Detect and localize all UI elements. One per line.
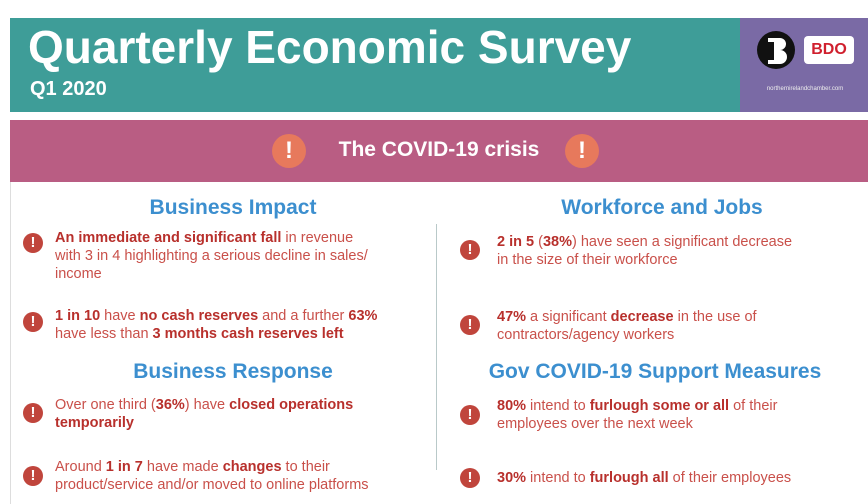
- bold-text: no cash reserves: [139, 308, 259, 324]
- chamber-logo: [757, 31, 795, 69]
- text-line: 30% intend to furlough all of their empl…: [497, 469, 791, 487]
- text: and a further: [258, 308, 349, 324]
- alert-icon: !: [460, 240, 480, 260]
- text: have: [100, 308, 140, 324]
- text: intend to: [526, 398, 590, 414]
- text-line: employees over the next week: [497, 415, 693, 433]
- text-line: product/service and/or moved to online p…: [55, 476, 369, 494]
- alert-icon: !: [23, 466, 43, 486]
- subtitle: Q1 2020: [30, 78, 107, 100]
- bold-text: furlough some or all: [589, 398, 730, 414]
- text: of their employees: [668, 470, 792, 486]
- text: have made: [142, 459, 223, 475]
- alert-icon: !: [460, 468, 480, 488]
- bold-text: 38%: [542, 234, 572, 250]
- section-title: Business Impact: [149, 196, 317, 219]
- bold-text: changes: [222, 459, 282, 475]
- bold-text: temporarily: [55, 415, 134, 431]
- text-line: 80% intend to furlough some or all of th…: [497, 397, 777, 415]
- bdo-logo: BDO: [804, 36, 854, 64]
- text: ) have seen a significant decrease: [571, 234, 793, 250]
- bold-text: 30%: [497, 470, 527, 486]
- bold-text: 1 in 10: [55, 308, 101, 324]
- logo-box: BDO northernirelandchamber.com: [740, 18, 868, 112]
- logo-url: northernirelandchamber.com: [766, 86, 844, 92]
- text: in the use of: [673, 309, 757, 325]
- text: (: [534, 234, 543, 250]
- text-line: An immediate and significant fall in rev…: [55, 229, 353, 247]
- text: income: [55, 266, 102, 282]
- text-line: have less than 3 months cash reserves le…: [55, 325, 344, 343]
- text-line: 47% a significant decrease in the use of: [497, 308, 757, 326]
- text: to their: [281, 459, 330, 475]
- text: with 3 in 4 highlighting a serious decli…: [55, 248, 368, 264]
- text-line: temporarily: [55, 414, 134, 432]
- banner: ! The COVID-19 crisis !: [10, 120, 868, 182]
- alert-icon: !: [460, 405, 480, 425]
- alert-icon: !: [23, 312, 43, 332]
- text-line: with 3 in 4 highlighting a serious decli…: [55, 247, 368, 265]
- text-line: income: [55, 265, 102, 283]
- text-line: Around 1 in 7 have made changes to their: [55, 458, 330, 476]
- text-line: Over one third (36%) have closed operati…: [55, 396, 353, 414]
- banner-title: The COVID-19 crisis: [338, 138, 540, 161]
- text-line: contractors/agency workers: [497, 326, 674, 344]
- section-title: Business Response: [133, 360, 333, 383]
- bold-text: 3 months cash reserves left: [152, 326, 344, 342]
- bold-text: 80%: [497, 398, 527, 414]
- section-title: Workforce and Jobs: [561, 196, 763, 219]
- text: product/service and/or moved to online p…: [55, 477, 369, 493]
- text: ) have: [184, 397, 230, 413]
- bold-text: 2 in 5: [497, 234, 535, 250]
- bold-text: 47%: [497, 309, 527, 325]
- divider: [436, 224, 437, 470]
- title: Quarterly Economic Survey: [28, 21, 632, 73]
- alert-icon: !: [565, 134, 599, 168]
- text-line: 2 in 5 (38%) have seen a significant dec…: [497, 233, 792, 251]
- text: a significant: [526, 309, 611, 325]
- text: intend to: [526, 470, 590, 486]
- text: of their: [729, 398, 778, 414]
- bold-text: 63%: [348, 308, 378, 324]
- text: Over one third (: [55, 397, 156, 413]
- text: contractors/agency workers: [497, 327, 675, 343]
- text: in the size of their workforce: [497, 252, 678, 268]
- bold-text: 36%: [155, 397, 185, 413]
- text: in revenue: [281, 230, 354, 246]
- alert-icon: !: [460, 315, 480, 335]
- header: Quarterly Economic Survey Q1 2020: [10, 18, 740, 112]
- alert-icon: !: [23, 233, 43, 253]
- text: employees over the next week: [497, 416, 693, 432]
- text: Around: [55, 459, 106, 475]
- text-line: 1 in 10 have no cash reserves and a furt…: [55, 307, 377, 325]
- bold-text: furlough all: [589, 470, 669, 486]
- body: [10, 182, 867, 504]
- alert-icon: !: [272, 134, 306, 168]
- section-title: Gov COVID-19 Support Measures: [488, 360, 822, 383]
- text: have less than: [55, 326, 153, 342]
- bold-text: decrease: [610, 309, 674, 325]
- bold-text: 1 in 7: [105, 459, 143, 475]
- bold-text: closed operations: [229, 397, 354, 413]
- alert-icon: !: [23, 403, 43, 423]
- text-line: in the size of their workforce: [497, 251, 678, 269]
- bold-text: An immediate and significant fall: [55, 230, 282, 246]
